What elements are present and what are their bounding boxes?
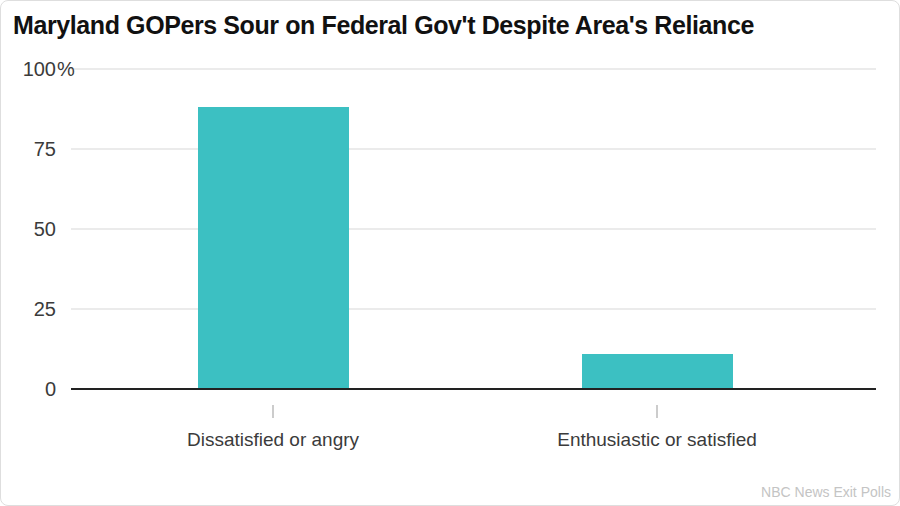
x-axis-category-label: Enthusiastic or satisfied	[497, 429, 817, 451]
y-axis-tick-label: 100%	[1, 56, 75, 82]
y-axis-tick-label: 0	[1, 376, 56, 402]
gridline-50	[71, 228, 876, 230]
y-tick-value: 100	[1, 56, 56, 82]
x-axis-tick-1	[656, 405, 658, 418]
bar-1	[582, 354, 733, 389]
y-tick-value: 50	[1, 216, 56, 242]
bar-0	[198, 107, 349, 389]
bar-chart-plot-area: 0 25 50 75 100% Dissatisfied or angry Enthusia…	[1, 1, 900, 506]
x-axis-line	[71, 388, 876, 390]
gridline-100	[71, 68, 876, 70]
x-axis-category-label: Dissatisfied or angry	[113, 429, 433, 451]
y-tick-value: 75	[1, 136, 56, 162]
source-attribution: NBC News Exit Polls	[761, 484, 891, 500]
y-axis-tick-label: 50	[1, 216, 56, 242]
y-axis-tick-label: 25	[1, 296, 56, 322]
gridline-75	[71, 148, 876, 150]
x-axis-tick-0	[272, 405, 274, 418]
y-tick-value: 0	[1, 376, 56, 402]
y-tick-unit-suffix: %	[57, 56, 75, 82]
gridline-25	[71, 308, 876, 310]
y-tick-value: 25	[1, 296, 56, 322]
chart-card: Maryland GOPers Sour on Federal Gov't De…	[0, 0, 900, 506]
y-axis-tick-label: 75	[1, 136, 56, 162]
